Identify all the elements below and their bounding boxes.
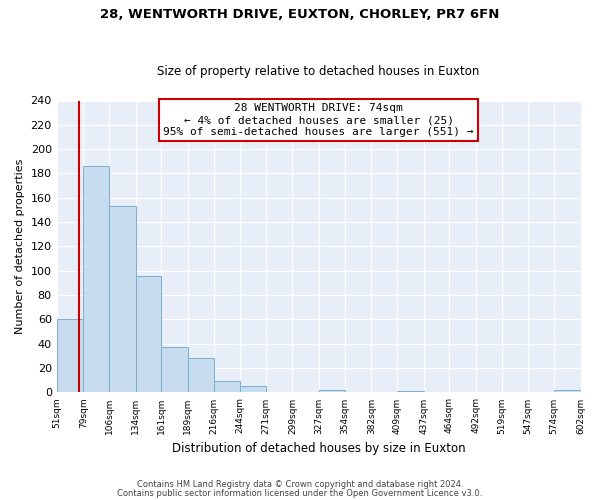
Title: Size of property relative to detached houses in Euxton: Size of property relative to detached ho… <box>157 66 480 78</box>
X-axis label: Distribution of detached houses by size in Euxton: Distribution of detached houses by size … <box>172 442 466 455</box>
Bar <box>136 276 161 392</box>
Bar <box>214 382 240 392</box>
Bar <box>554 390 581 392</box>
Y-axis label: Number of detached properties: Number of detached properties <box>15 159 25 334</box>
Text: Contains HM Land Registry data © Crown copyright and database right 2024.: Contains HM Land Registry data © Crown c… <box>137 480 463 489</box>
Bar <box>319 390 345 392</box>
Text: 28, WENTWORTH DRIVE, EUXTON, CHORLEY, PR7 6FN: 28, WENTWORTH DRIVE, EUXTON, CHORLEY, PR… <box>100 8 500 20</box>
Bar <box>109 206 136 392</box>
Bar <box>161 348 188 393</box>
Text: 28 WENTWORTH DRIVE: 74sqm
← 4% of detached houses are smaller (25)
95% of semi-d: 28 WENTWORTH DRIVE: 74sqm ← 4% of detach… <box>163 104 474 136</box>
Bar <box>240 386 266 392</box>
Bar <box>83 166 109 392</box>
Bar <box>56 320 83 392</box>
Text: Contains public sector information licensed under the Open Government Licence v3: Contains public sector information licen… <box>118 489 482 498</box>
Bar <box>188 358 214 392</box>
Bar <box>397 391 424 392</box>
